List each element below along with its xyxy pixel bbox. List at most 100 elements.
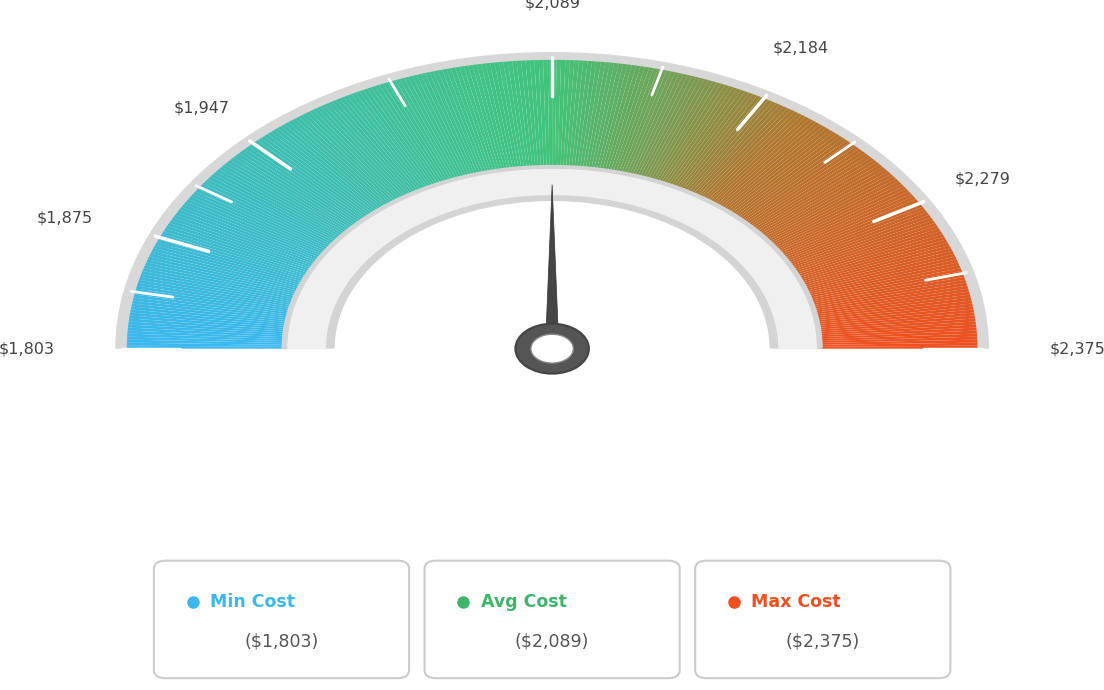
Wedge shape bbox=[145, 262, 298, 297]
Wedge shape bbox=[191, 194, 328, 253]
Wedge shape bbox=[616, 68, 658, 174]
Wedge shape bbox=[810, 279, 966, 308]
Wedge shape bbox=[795, 231, 943, 277]
Wedge shape bbox=[793, 226, 938, 273]
Wedge shape bbox=[817, 322, 976, 333]
Wedge shape bbox=[400, 78, 459, 180]
Wedge shape bbox=[694, 105, 784, 197]
Wedge shape bbox=[787, 215, 931, 267]
Wedge shape bbox=[127, 339, 286, 345]
Wedge shape bbox=[755, 162, 880, 234]
Wedge shape bbox=[216, 169, 343, 238]
Wedge shape bbox=[817, 328, 977, 337]
Wedge shape bbox=[605, 66, 640, 172]
Wedge shape bbox=[805, 259, 958, 295]
Wedge shape bbox=[765, 177, 896, 243]
Wedge shape bbox=[213, 172, 342, 239]
Wedge shape bbox=[602, 65, 636, 172]
Wedge shape bbox=[688, 100, 773, 195]
Wedge shape bbox=[359, 90, 434, 188]
Wedge shape bbox=[803, 254, 955, 291]
Wedge shape bbox=[607, 66, 645, 172]
Wedge shape bbox=[715, 121, 816, 207]
Wedge shape bbox=[503, 61, 524, 169]
Wedge shape bbox=[257, 138, 370, 218]
Wedge shape bbox=[563, 60, 574, 168]
Wedge shape bbox=[558, 60, 565, 168]
Wedge shape bbox=[704, 112, 798, 201]
Wedge shape bbox=[490, 63, 516, 170]
Wedge shape bbox=[149, 254, 301, 291]
Wedge shape bbox=[412, 75, 467, 178]
Wedge shape bbox=[794, 228, 941, 275]
Wedge shape bbox=[141, 271, 296, 302]
Wedge shape bbox=[115, 52, 989, 348]
Wedge shape bbox=[499, 62, 521, 170]
Wedge shape bbox=[732, 136, 843, 217]
Wedge shape bbox=[678, 94, 757, 190]
Wedge shape bbox=[178, 210, 319, 264]
Text: ($2,375): ($2,375) bbox=[786, 633, 860, 651]
Wedge shape bbox=[288, 121, 390, 207]
Wedge shape bbox=[205, 179, 337, 244]
Wedge shape bbox=[129, 319, 288, 332]
Wedge shape bbox=[348, 94, 426, 190]
Wedge shape bbox=[224, 162, 349, 234]
Wedge shape bbox=[371, 86, 442, 186]
Wedge shape bbox=[434, 70, 480, 175]
Wedge shape bbox=[236, 153, 357, 228]
Wedge shape bbox=[680, 96, 761, 191]
Polygon shape bbox=[545, 184, 559, 365]
Text: Min Cost: Min Cost bbox=[210, 593, 295, 611]
Wedge shape bbox=[351, 92, 429, 190]
Wedge shape bbox=[736, 140, 850, 219]
Wedge shape bbox=[129, 313, 288, 328]
Wedge shape bbox=[650, 80, 713, 181]
Wedge shape bbox=[620, 70, 667, 175]
Wedge shape bbox=[668, 88, 741, 187]
Wedge shape bbox=[662, 86, 733, 186]
Wedge shape bbox=[147, 259, 299, 295]
Wedge shape bbox=[786, 213, 930, 265]
Wedge shape bbox=[637, 75, 692, 178]
Text: $2,375: $2,375 bbox=[1050, 341, 1104, 356]
Wedge shape bbox=[816, 310, 974, 326]
Wedge shape bbox=[798, 239, 947, 282]
Wedge shape bbox=[629, 72, 679, 177]
Wedge shape bbox=[682, 97, 765, 193]
Wedge shape bbox=[129, 315, 288, 330]
Wedge shape bbox=[267, 132, 376, 215]
Wedge shape bbox=[127, 346, 286, 348]
Wedge shape bbox=[127, 337, 287, 343]
Wedge shape bbox=[233, 155, 354, 229]
Wedge shape bbox=[140, 274, 296, 304]
Wedge shape bbox=[596, 64, 627, 171]
Text: ($2,089): ($2,089) bbox=[514, 633, 590, 651]
Wedge shape bbox=[252, 142, 367, 221]
Wedge shape bbox=[566, 60, 578, 168]
Wedge shape bbox=[245, 146, 362, 224]
Wedge shape bbox=[635, 74, 688, 177]
Wedge shape bbox=[818, 343, 977, 347]
Wedge shape bbox=[383, 82, 449, 183]
Wedge shape bbox=[779, 199, 919, 257]
Wedge shape bbox=[486, 63, 513, 170]
Wedge shape bbox=[746, 151, 866, 226]
Wedge shape bbox=[328, 101, 414, 195]
Wedge shape bbox=[785, 210, 927, 264]
Wedge shape bbox=[724, 128, 830, 212]
Wedge shape bbox=[261, 136, 372, 217]
Wedge shape bbox=[534, 60, 544, 168]
Wedge shape bbox=[200, 184, 333, 247]
Wedge shape bbox=[530, 60, 541, 168]
FancyBboxPatch shape bbox=[696, 561, 951, 678]
Wedge shape bbox=[195, 189, 331, 250]
Wedge shape bbox=[611, 67, 649, 173]
Wedge shape bbox=[336, 99, 420, 193]
Wedge shape bbox=[672, 91, 750, 188]
Wedge shape bbox=[468, 65, 502, 172]
Wedge shape bbox=[512, 61, 530, 169]
Wedge shape bbox=[139, 277, 295, 306]
Wedge shape bbox=[618, 69, 662, 175]
Wedge shape bbox=[473, 64, 505, 171]
